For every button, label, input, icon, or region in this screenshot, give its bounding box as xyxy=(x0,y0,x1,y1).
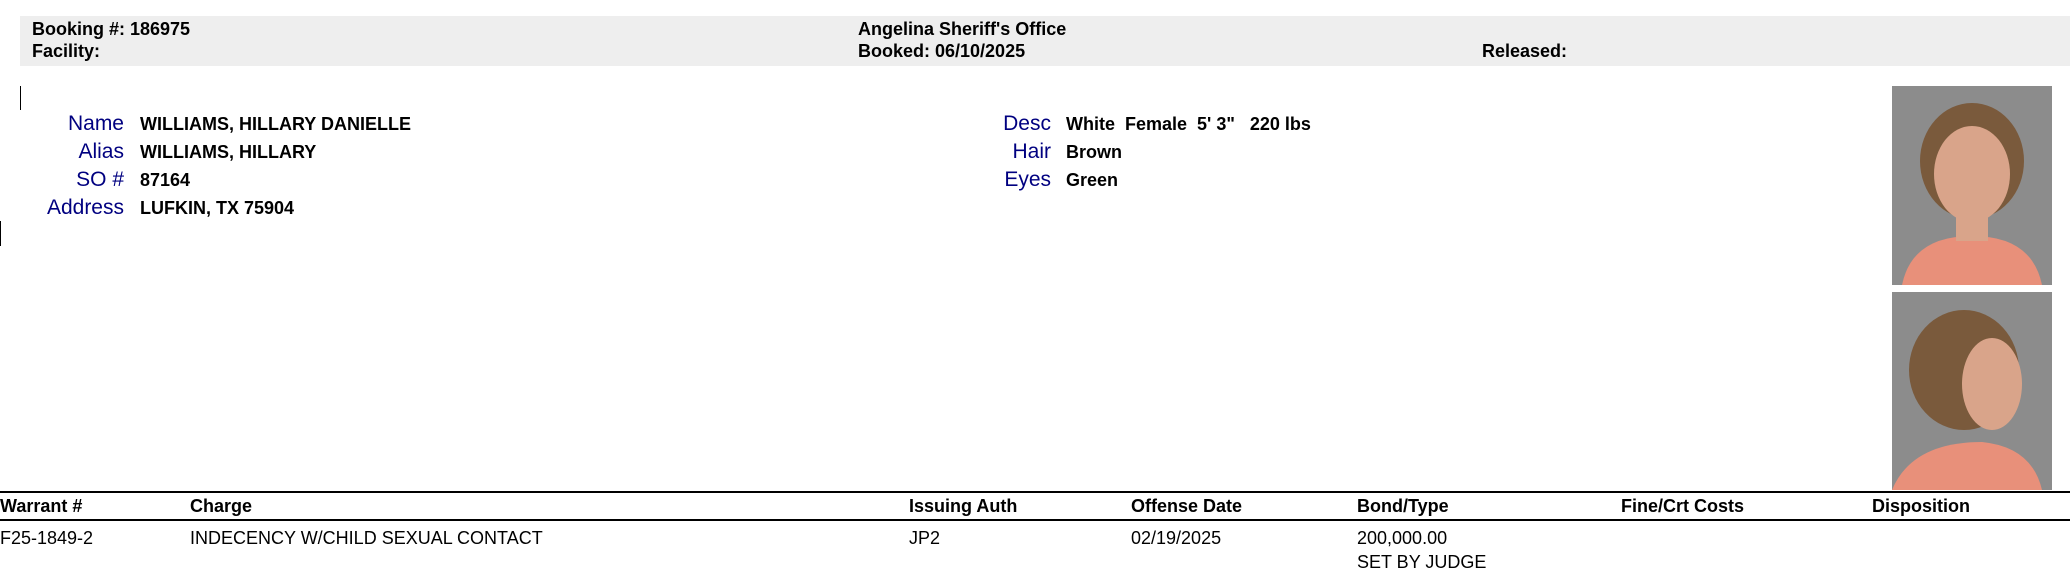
col-fine-costs: Fine/Crt Costs xyxy=(1621,496,1745,516)
col-issuing-auth: Issuing Auth xyxy=(909,496,1018,516)
text-cursor xyxy=(0,221,1,246)
booked-date: Booked: 06/10/2025 xyxy=(858,41,1026,61)
released-date: Released: xyxy=(1482,41,1568,61)
agency-name: Angelina Sheriff's Office xyxy=(858,19,1067,39)
auth-cell: JP2 xyxy=(909,528,941,548)
facility: Facility: xyxy=(32,41,101,61)
mugshot-front xyxy=(1892,86,2052,285)
booking-number: Booking #: 186975 xyxy=(32,19,191,39)
hair-value: Brown xyxy=(1066,142,1122,162)
col-bond-type: Bond/Type xyxy=(1357,496,1449,516)
table-top-rule xyxy=(0,491,2070,493)
table-header-rule xyxy=(0,519,2070,521)
name-label: Name xyxy=(67,112,124,135)
hair-label: Hair xyxy=(1012,140,1051,163)
col-offense-date: Offense Date xyxy=(1131,496,1243,516)
desc-value: White Female 5' 3" 220 lbs xyxy=(1066,114,1311,134)
mugshot-profile xyxy=(1892,292,2052,490)
so-label: SO # xyxy=(76,168,124,191)
col-charge: Charge xyxy=(190,496,253,516)
alias-value: WILLIAMS, HILLARY xyxy=(140,142,317,162)
booking-header-band xyxy=(20,16,2070,66)
bond-type-cell: SET BY JUDGE xyxy=(1357,552,1487,572)
warrant-cell: F25-1849-2 xyxy=(0,528,94,548)
eyes-value: Green xyxy=(1066,170,1119,190)
address-value: LUFKIN, TX 75904 xyxy=(140,198,295,218)
charge-cell: INDECENCY W/CHILD SEXUAL CONTACT xyxy=(190,528,543,548)
alias-label: Alias xyxy=(78,140,124,163)
so-value: 87164 xyxy=(140,170,191,190)
bond-cell: 200,000.00 xyxy=(1357,528,1448,548)
col-warrant: Warrant # xyxy=(0,496,83,516)
col-disposition: Disposition xyxy=(1872,496,1970,516)
address-label: Address xyxy=(46,196,124,219)
text-cursor xyxy=(20,86,21,110)
eyes-label: Eyes xyxy=(1004,168,1051,191)
offense-date-cell: 02/19/2025 xyxy=(1131,528,1222,548)
name-value: WILLIAMS, HILLARY DANIELLE xyxy=(140,114,411,134)
desc-label: Desc xyxy=(1003,112,1051,135)
